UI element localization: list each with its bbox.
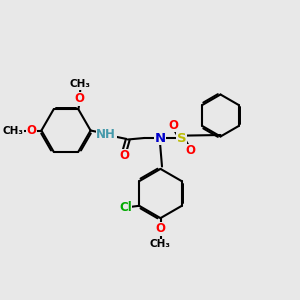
Text: CH₃: CH₃ (150, 239, 171, 249)
Text: N: N (154, 131, 166, 145)
Text: CH₃: CH₃ (3, 125, 24, 136)
Text: O: O (155, 222, 166, 235)
Text: CH₃: CH₃ (70, 79, 91, 89)
Text: Cl: Cl (119, 201, 132, 214)
Text: O: O (185, 144, 195, 157)
Text: O: O (168, 119, 178, 132)
Text: O: O (75, 92, 85, 106)
Text: O: O (119, 149, 129, 162)
Text: S: S (177, 131, 186, 145)
Text: O: O (26, 124, 36, 137)
Text: NH: NH (96, 128, 116, 141)
